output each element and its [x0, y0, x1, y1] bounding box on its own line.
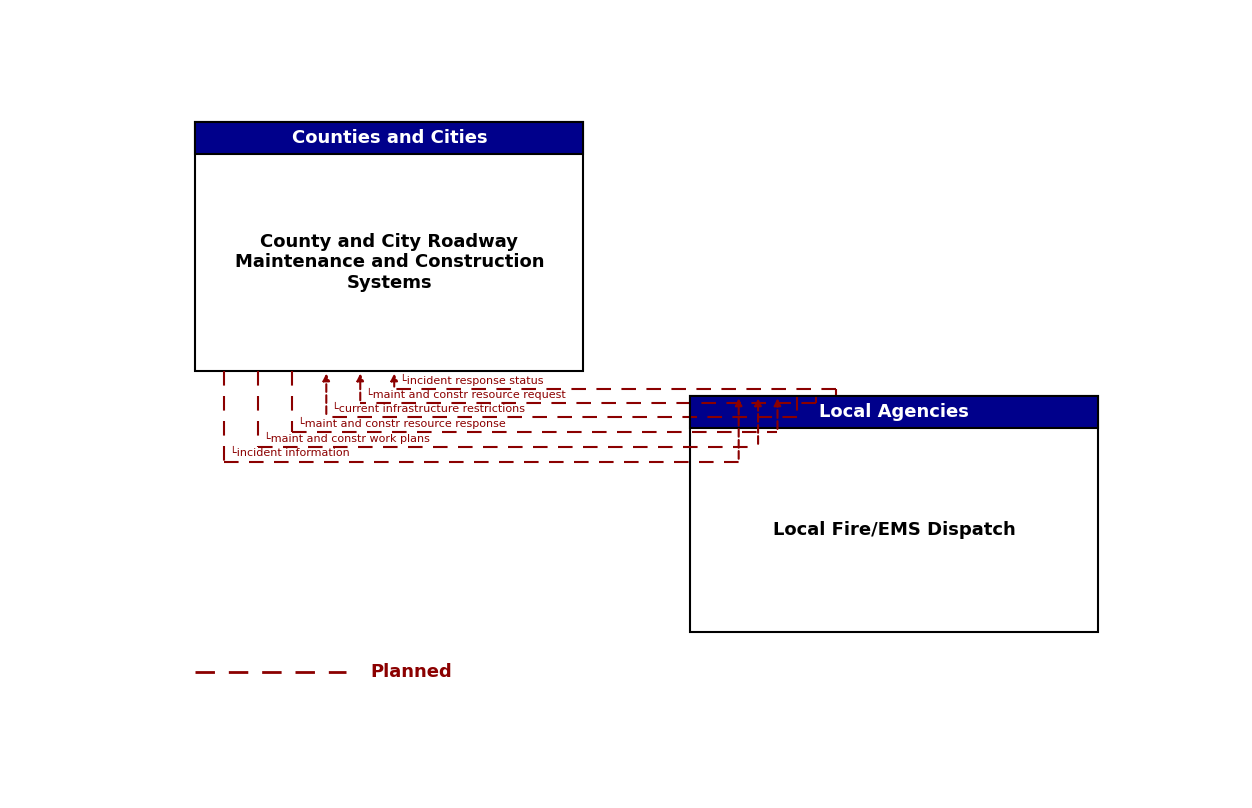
Bar [195, 122, 583, 154]
Text: └maint and constr work plans: └maint and constr work plans [264, 431, 431, 444]
Bar [690, 396, 1098, 428]
Bar [195, 122, 583, 371]
Text: Local Fire/EMS Dispatch: Local Fire/EMS Dispatch [772, 521, 1015, 539]
Text: Counties and Cities: Counties and Cities [292, 129, 487, 147]
Text: └incident information: └incident information [230, 448, 351, 458]
Text: └incident response status: └incident response status [401, 374, 543, 386]
Text: └maint and constr resource response: └maint and constr resource response [298, 416, 506, 428]
Bar [690, 396, 1098, 428]
Bar [690, 396, 1098, 632]
Text: └maint and constr resource request: └maint and constr resource request [366, 388, 566, 400]
Text: County and City Roadway
Maintenance and Construction
Systems: County and City Roadway Maintenance and … [234, 233, 545, 292]
Text: Planned: Planned [371, 663, 452, 681]
Bar [195, 122, 583, 154]
Text: Local Agencies: Local Agencies [819, 402, 969, 421]
Text: └current infrastructure restrictions: └current infrastructure restrictions [332, 403, 525, 414]
